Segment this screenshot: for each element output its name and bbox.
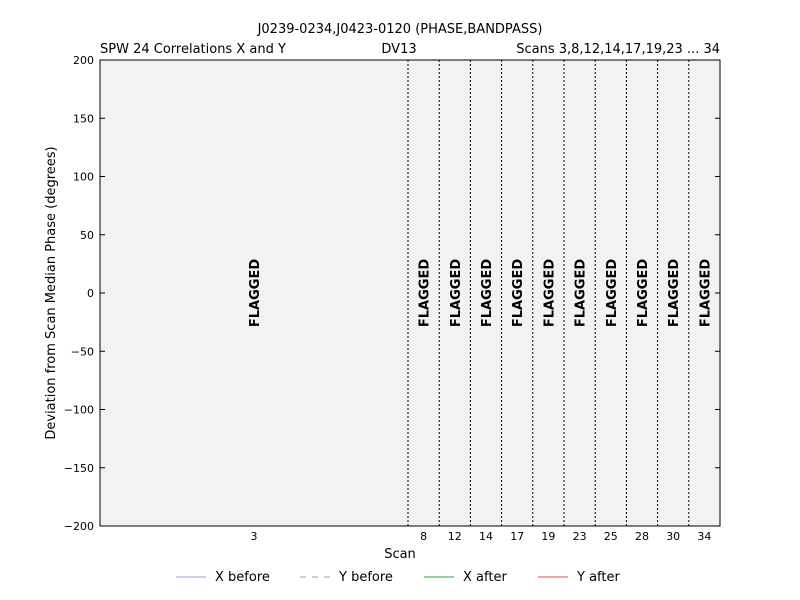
- flag-labels: FLAGGED FLAGGED FLAGGED FLAGGED FLAGGED FLAGG…: [248, 259, 713, 327]
- x-tick-label: 3: [251, 530, 258, 543]
- x-tick-label: 12: [448, 530, 462, 543]
- x-tick-label: 17: [510, 530, 524, 543]
- flagged-label: FLAGGED: [511, 259, 526, 327]
- x-tick-label: 25: [604, 530, 618, 543]
- x-tick-label: 8: [420, 530, 427, 543]
- legend: X before Y before X after Y after: [176, 570, 620, 585]
- chart-subtitle-center: DV13: [381, 42, 416, 57]
- y-tick-label: 50: [80, 229, 94, 242]
- flagged-label: FLAGGED: [698, 259, 713, 327]
- x-tick-label: 23: [573, 530, 587, 543]
- flagged-label: FLAGGED: [418, 259, 433, 327]
- flagged-label: FLAGGED: [248, 259, 263, 327]
- scan-dividers: [407, 60, 690, 526]
- x-tick-label: 28: [635, 530, 649, 543]
- legend-label: Y before: [338, 570, 393, 585]
- x-tick-label: 14: [479, 530, 493, 543]
- legend-label: Y after: [576, 570, 620, 585]
- flagged-label: FLAGGED: [574, 259, 589, 327]
- x-tick-label: 30: [666, 530, 680, 543]
- y-axis: 200 150 100 50 0 −50 −100 −150 −200: [64, 54, 720, 533]
- x-tick-label: 34: [697, 530, 711, 543]
- chart-title: J0239-0234,J0423-0120 (PHASE,BANDPASS): [257, 22, 543, 37]
- y-tick-label: −150: [64, 462, 94, 475]
- flagged-label: FLAGGED: [542, 259, 557, 327]
- legend-label: X after: [463, 570, 507, 585]
- y-tick-label: 0: [87, 287, 94, 300]
- y-tick-label: 150: [73, 112, 94, 125]
- flagged-label: FLAGGED: [449, 259, 464, 327]
- flagged-label: FLAGGED: [480, 259, 495, 327]
- flagged-label: FLAGGED: [667, 259, 682, 327]
- y-tick-label: −50: [71, 345, 94, 358]
- plot-frame: [99, 59, 721, 527]
- x-tick-label: 19: [541, 530, 555, 543]
- flagged-label: FLAGGED: [605, 259, 620, 327]
- y-tick-label: −200: [64, 520, 94, 533]
- y-tick-label: 100: [73, 171, 94, 184]
- y-axis-label: Deviation from Scan Median Phase (degree…: [44, 146, 59, 439]
- x-axis-label: Scan: [384, 547, 416, 562]
- flagged-label: FLAGGED: [636, 259, 651, 327]
- chart-subtitle-left: SPW 24 Correlations X and Y: [100, 42, 286, 57]
- x-axis: 3 8 12 14 17 19 23 25 28 30 34: [251, 530, 712, 543]
- chart-subtitle-right: Scans 3,8,12,14,17,19,23 ... 34: [516, 42, 720, 57]
- y-tick-label: −100: [64, 404, 94, 417]
- plot-area: [100, 60, 720, 526]
- y-tick-label: 200: [73, 54, 94, 67]
- legend-label: X before: [215, 570, 270, 585]
